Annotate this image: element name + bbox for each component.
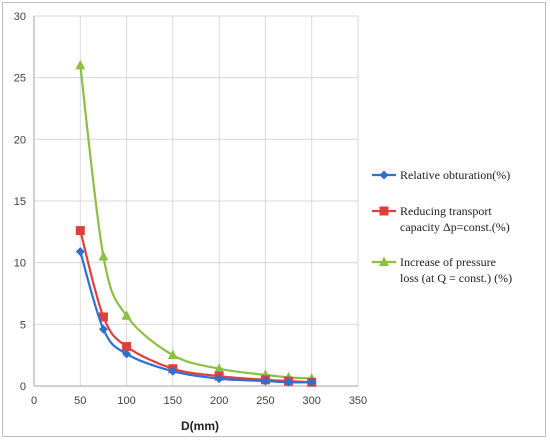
data-point [214, 374, 224, 384]
y-tick-label: 0 [20, 381, 26, 393]
legend-label: Reducing transport [400, 204, 492, 218]
data-point [75, 226, 85, 236]
x-tick-label: 250 [256, 395, 274, 407]
legend-label: capacity Δp=const.(%) [400, 220, 510, 234]
data-point [75, 59, 86, 70]
legend-label: loss (at Q = const.) (%) [400, 271, 512, 285]
series-line [79, 230, 312, 384]
y-tick-label: 20 [14, 134, 26, 146]
legend-marker [379, 256, 389, 266]
x-tick-label: 50 [74, 395, 86, 407]
x-axis-label: D(mm) [181, 419, 219, 433]
y-tick-label: 25 [14, 73, 26, 85]
data-point [122, 342, 132, 352]
data-point [307, 377, 317, 387]
x-tick-label: 0 [31, 395, 37, 407]
legend-item: Reducing transport capacity Δp=const.(%) [372, 204, 510, 234]
x-tick-label: 300 [303, 395, 321, 407]
data-point [167, 349, 178, 360]
legend-label: Relative obturation(%) [400, 168, 510, 182]
x-tick-label: 350 [349, 395, 367, 407]
data-point [98, 324, 108, 334]
data-point [260, 376, 270, 386]
data-point [121, 310, 132, 320]
x-tick-label: 100 [117, 395, 135, 407]
legend-label: Increase of pressure [400, 255, 496, 269]
y-tick-label: 30 [14, 11, 26, 23]
y-tick-label: 5 [20, 319, 26, 331]
legend-marker [379, 170, 389, 180]
legend-item: Increase of pressure loss (at Q = const.)… [372, 255, 512, 285]
data-point [168, 366, 178, 376]
series-square [75, 226, 317, 387]
data-point [98, 251, 109, 261]
y-tick-label: 10 [14, 258, 26, 270]
chart-frame [2, 2, 546, 437]
grid [33, 15, 359, 387]
legend-item: Relative obturation(%) [372, 168, 510, 182]
y-tick-label: 15 [14, 196, 26, 208]
series-line [79, 251, 312, 384]
data-point [98, 312, 108, 322]
x-tick-label: 150 [164, 395, 182, 407]
y-axis-ticks: 0 5 10 15 20 25 30 [14, 11, 26, 393]
series-group [75, 59, 317, 387]
data-point [122, 349, 132, 359]
data-point [75, 247, 85, 257]
x-tick-label: 200 [210, 395, 228, 407]
series-line [79, 65, 312, 380]
legend: Relative obturation(%) Reducing transport… [372, 168, 512, 285]
data-point [214, 363, 225, 373]
axes [33, 16, 358, 387]
data-point [284, 377, 294, 387]
x-axis-ticks: 0 50 100 150 200 250 300 350 [31, 395, 367, 407]
legend-marker [379, 206, 389, 216]
series-diamond [75, 247, 317, 387]
